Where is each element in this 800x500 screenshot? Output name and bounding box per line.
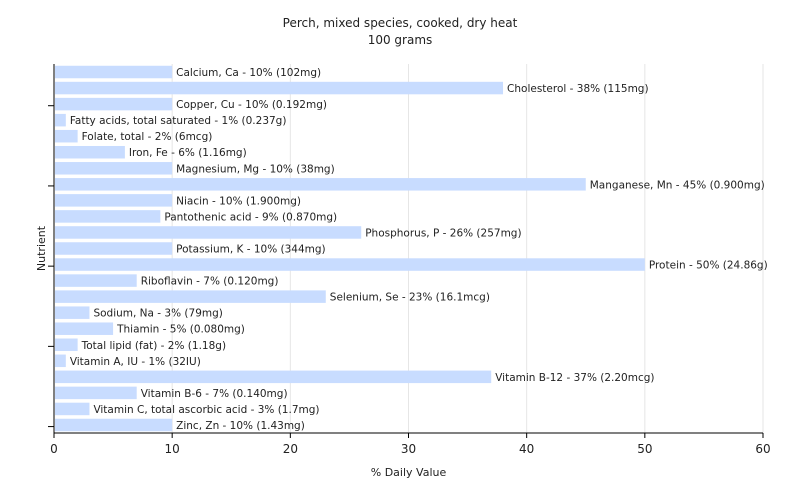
bar [55,354,66,368]
bar [55,242,173,255]
x-tick-label: 10 [165,442,180,456]
bar [55,306,90,319]
bar-label: Vitamin B-6 - 7% (0.140mg) [141,388,288,400]
bar-label: Protein - 50% (24.86g) [649,260,768,272]
bar [55,258,645,271]
bar-label: Riboflavin - 7% (0.120mg) [141,276,279,288]
x-tick-label: 0 [50,442,58,456]
bar [55,402,90,416]
bar-label: Magnesium, Mg - 10% (38mg) [176,163,335,175]
bar-label: Cholesterol - 38% (115mg) [507,83,649,95]
bar [55,129,78,143]
bar-label: Calcium, Ca - 10% (102mg) [176,67,321,79]
bar [55,97,173,111]
bar [55,274,137,287]
bar-label: Folate, total - 2% (6mcg) [82,131,213,143]
chart-title: Perch, mixed species, cooked, dry heat [282,16,518,30]
x-tick-label: 50 [637,442,652,456]
bar [55,194,173,207]
x-tick-label: 60 [755,442,770,456]
bar [55,338,78,352]
bar [55,81,504,95]
y-axis-title: Nutrient [35,225,48,271]
bar-label: Vitamin A, IU - 1% (32IU) [70,356,201,368]
bar-label: Fatty acids, total saturated - 1% (0.237… [70,115,287,127]
bar [55,145,125,159]
bar-label: Sodium, Na - 3% (79mg) [93,308,222,320]
bar-label: Niacin - 10% (1.900mg) [176,195,301,207]
bar [55,290,326,303]
bar-label: Vitamin B-12 - 37% (2.20mcg) [495,372,654,384]
bar [55,386,137,400]
bar [55,418,173,432]
bar [55,210,161,223]
bar [55,65,173,79]
bar-label: Selenium, Se - 23% (16.1mcg) [330,292,490,304]
bar-label: Vitamin C, total ascorbic acid - 3% (1.7… [93,404,319,416]
bar [55,226,362,239]
x-tick-label: 20 [283,442,298,456]
bar-label: Copper, Cu - 10% (0.192mg) [176,99,327,111]
bar-label: Thiamin - 5% (0.080mg) [116,324,245,336]
bar-label: Potassium, K - 10% (344mg) [176,244,326,256]
bar-label: Manganese, Mn - 45% (0.900mg) [590,179,765,191]
chart-subtitle: 100 grams [367,33,433,47]
x-tick-label: 40 [519,442,534,456]
bar-label: Pantothenic acid - 9% (0.870mg) [164,211,337,223]
bar [55,178,586,191]
bar [55,370,492,384]
bar-label: Zinc, Zn - 10% (1.43mg) [176,420,305,432]
bar-label: Iron, Fe - 6% (1.16mg) [129,147,247,159]
x-axis-title: % Daily Value [371,466,447,479]
bar [55,322,114,335]
bar [55,113,66,127]
x-tick-label: 30 [401,442,416,456]
bar [55,162,173,175]
bar-label: Total lipid (fat) - 2% (1.18g) [81,340,226,352]
bar-label: Phosphorus, P - 26% (257mg) [365,227,521,239]
